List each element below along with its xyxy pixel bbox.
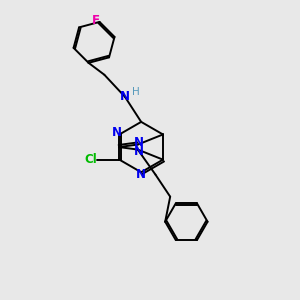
Text: Cl: Cl: [84, 153, 97, 166]
Text: F: F: [92, 14, 100, 27]
Text: N: N: [136, 168, 146, 181]
Text: H: H: [132, 87, 140, 97]
Text: N: N: [112, 127, 122, 140]
Text: N: N: [134, 146, 144, 158]
Text: N: N: [120, 90, 130, 104]
Text: N: N: [134, 136, 144, 149]
